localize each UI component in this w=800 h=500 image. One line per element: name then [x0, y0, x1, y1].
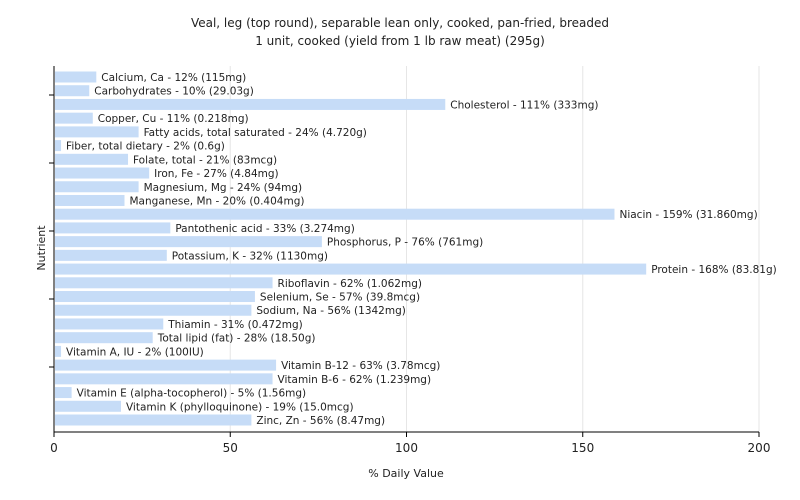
bar: [55, 373, 273, 385]
x-axis-label: % Daily Value: [368, 467, 444, 480]
bar: [55, 71, 97, 83]
x-tick-label: 150: [571, 441, 594, 455]
bar: [55, 263, 647, 275]
bar: [55, 249, 167, 261]
chart-subtitle: 1 unit, cooked (yield from 1 lb raw meat…: [255, 34, 545, 48]
bar-label: Carbohydrates - 10% (29.03g): [94, 86, 254, 98]
bar: [55, 98, 446, 110]
bar: [55, 167, 150, 179]
bar-label: Magnesium, Mg - 24% (94mg): [144, 182, 303, 194]
x-axis-ticks: 0 50 100 150 200: [50, 432, 770, 455]
bar: [55, 291, 255, 303]
x-tick-label: 100: [395, 441, 418, 455]
y-axis-label: Nutrient: [35, 225, 48, 271]
bars: Calcium, Ca - 12% (115mg) Carbohydrates -…: [55, 71, 777, 427]
bar-label: Riboflavin - 62% (1.062mg): [278, 278, 422, 290]
x-tick-label: 50: [223, 441, 238, 455]
bar: [55, 181, 139, 193]
bar: [55, 85, 90, 97]
bar-label: Zinc, Zn - 56% (8.47mg): [256, 415, 385, 427]
bar-label: Total lipid (fat) - 28% (18.50g): [157, 333, 316, 345]
bar-label: Vitamin A, IU - 2% (100IU): [66, 346, 204, 358]
bar: [55, 140, 62, 152]
bar-label: Phosphorus, P - 76% (761mg): [327, 237, 483, 249]
bar: [55, 359, 277, 371]
bar: [55, 208, 615, 220]
bar: [55, 318, 164, 330]
bar-label: Selenium, Se - 57% (39.8mcg): [260, 292, 420, 304]
bar-label: Vitamin B-12 - 63% (3.78mcg): [281, 360, 440, 372]
bar: [55, 345, 62, 357]
bar-label: Copper, Cu - 11% (0.218mg): [98, 113, 249, 125]
bar-label: Fiber, total dietary - 2% (0.6g): [66, 141, 225, 153]
bar: [55, 153, 129, 165]
bar: [55, 222, 171, 234]
bar: [55, 126, 139, 138]
bar-label: Vitamin E (alpha-tocopherol) - 5% (1.56m…: [77, 388, 307, 400]
bar-label: Vitamin K (phylloquinone) - 19% (15.0mcg…: [126, 401, 354, 413]
bar: [55, 414, 252, 426]
bar-label: Pantothenic acid - 33% (3.274mg): [175, 223, 354, 235]
bar: [55, 332, 153, 344]
bar-label: Calcium, Ca - 12% (115mg): [101, 72, 246, 84]
bar-label: Cholesterol - 111% (333mg): [450, 99, 598, 111]
bar-label: Sodium, Na - 56% (1342mg): [256, 305, 405, 317]
bar-label: Folate, total - 21% (83mcg): [133, 154, 277, 166]
bar-label: Protein - 168% (83.81g): [651, 264, 777, 276]
bar-label: Niacin - 159% (31.860mg): [619, 209, 757, 221]
bar: [55, 194, 125, 206]
bar: [55, 112, 93, 124]
bar-label: Manganese, Mn - 20% (0.404mg): [130, 195, 305, 207]
bar: [55, 400, 121, 412]
bar: [55, 387, 72, 399]
bar: [55, 236, 322, 248]
x-tick-label: 200: [748, 441, 771, 455]
bar-label: Potassium, K - 32% (1130mg): [172, 250, 328, 262]
grid-lines: [229, 66, 760, 432]
bar-label: Iron, Fe - 27% (4.84mg): [154, 168, 278, 180]
bar-label: Fatty acids, total saturated - 24% (4.72…: [144, 127, 367, 139]
bar: [55, 277, 273, 289]
bar-label: Thiamin - 31% (0.472mg): [167, 319, 303, 331]
x-tick-label: 0: [50, 441, 58, 455]
chart-title: Veal, leg (top round), separable lean on…: [191, 16, 609, 30]
bar-label: Vitamin B-6 - 62% (1.239mg): [278, 374, 432, 386]
bar: [55, 304, 252, 316]
